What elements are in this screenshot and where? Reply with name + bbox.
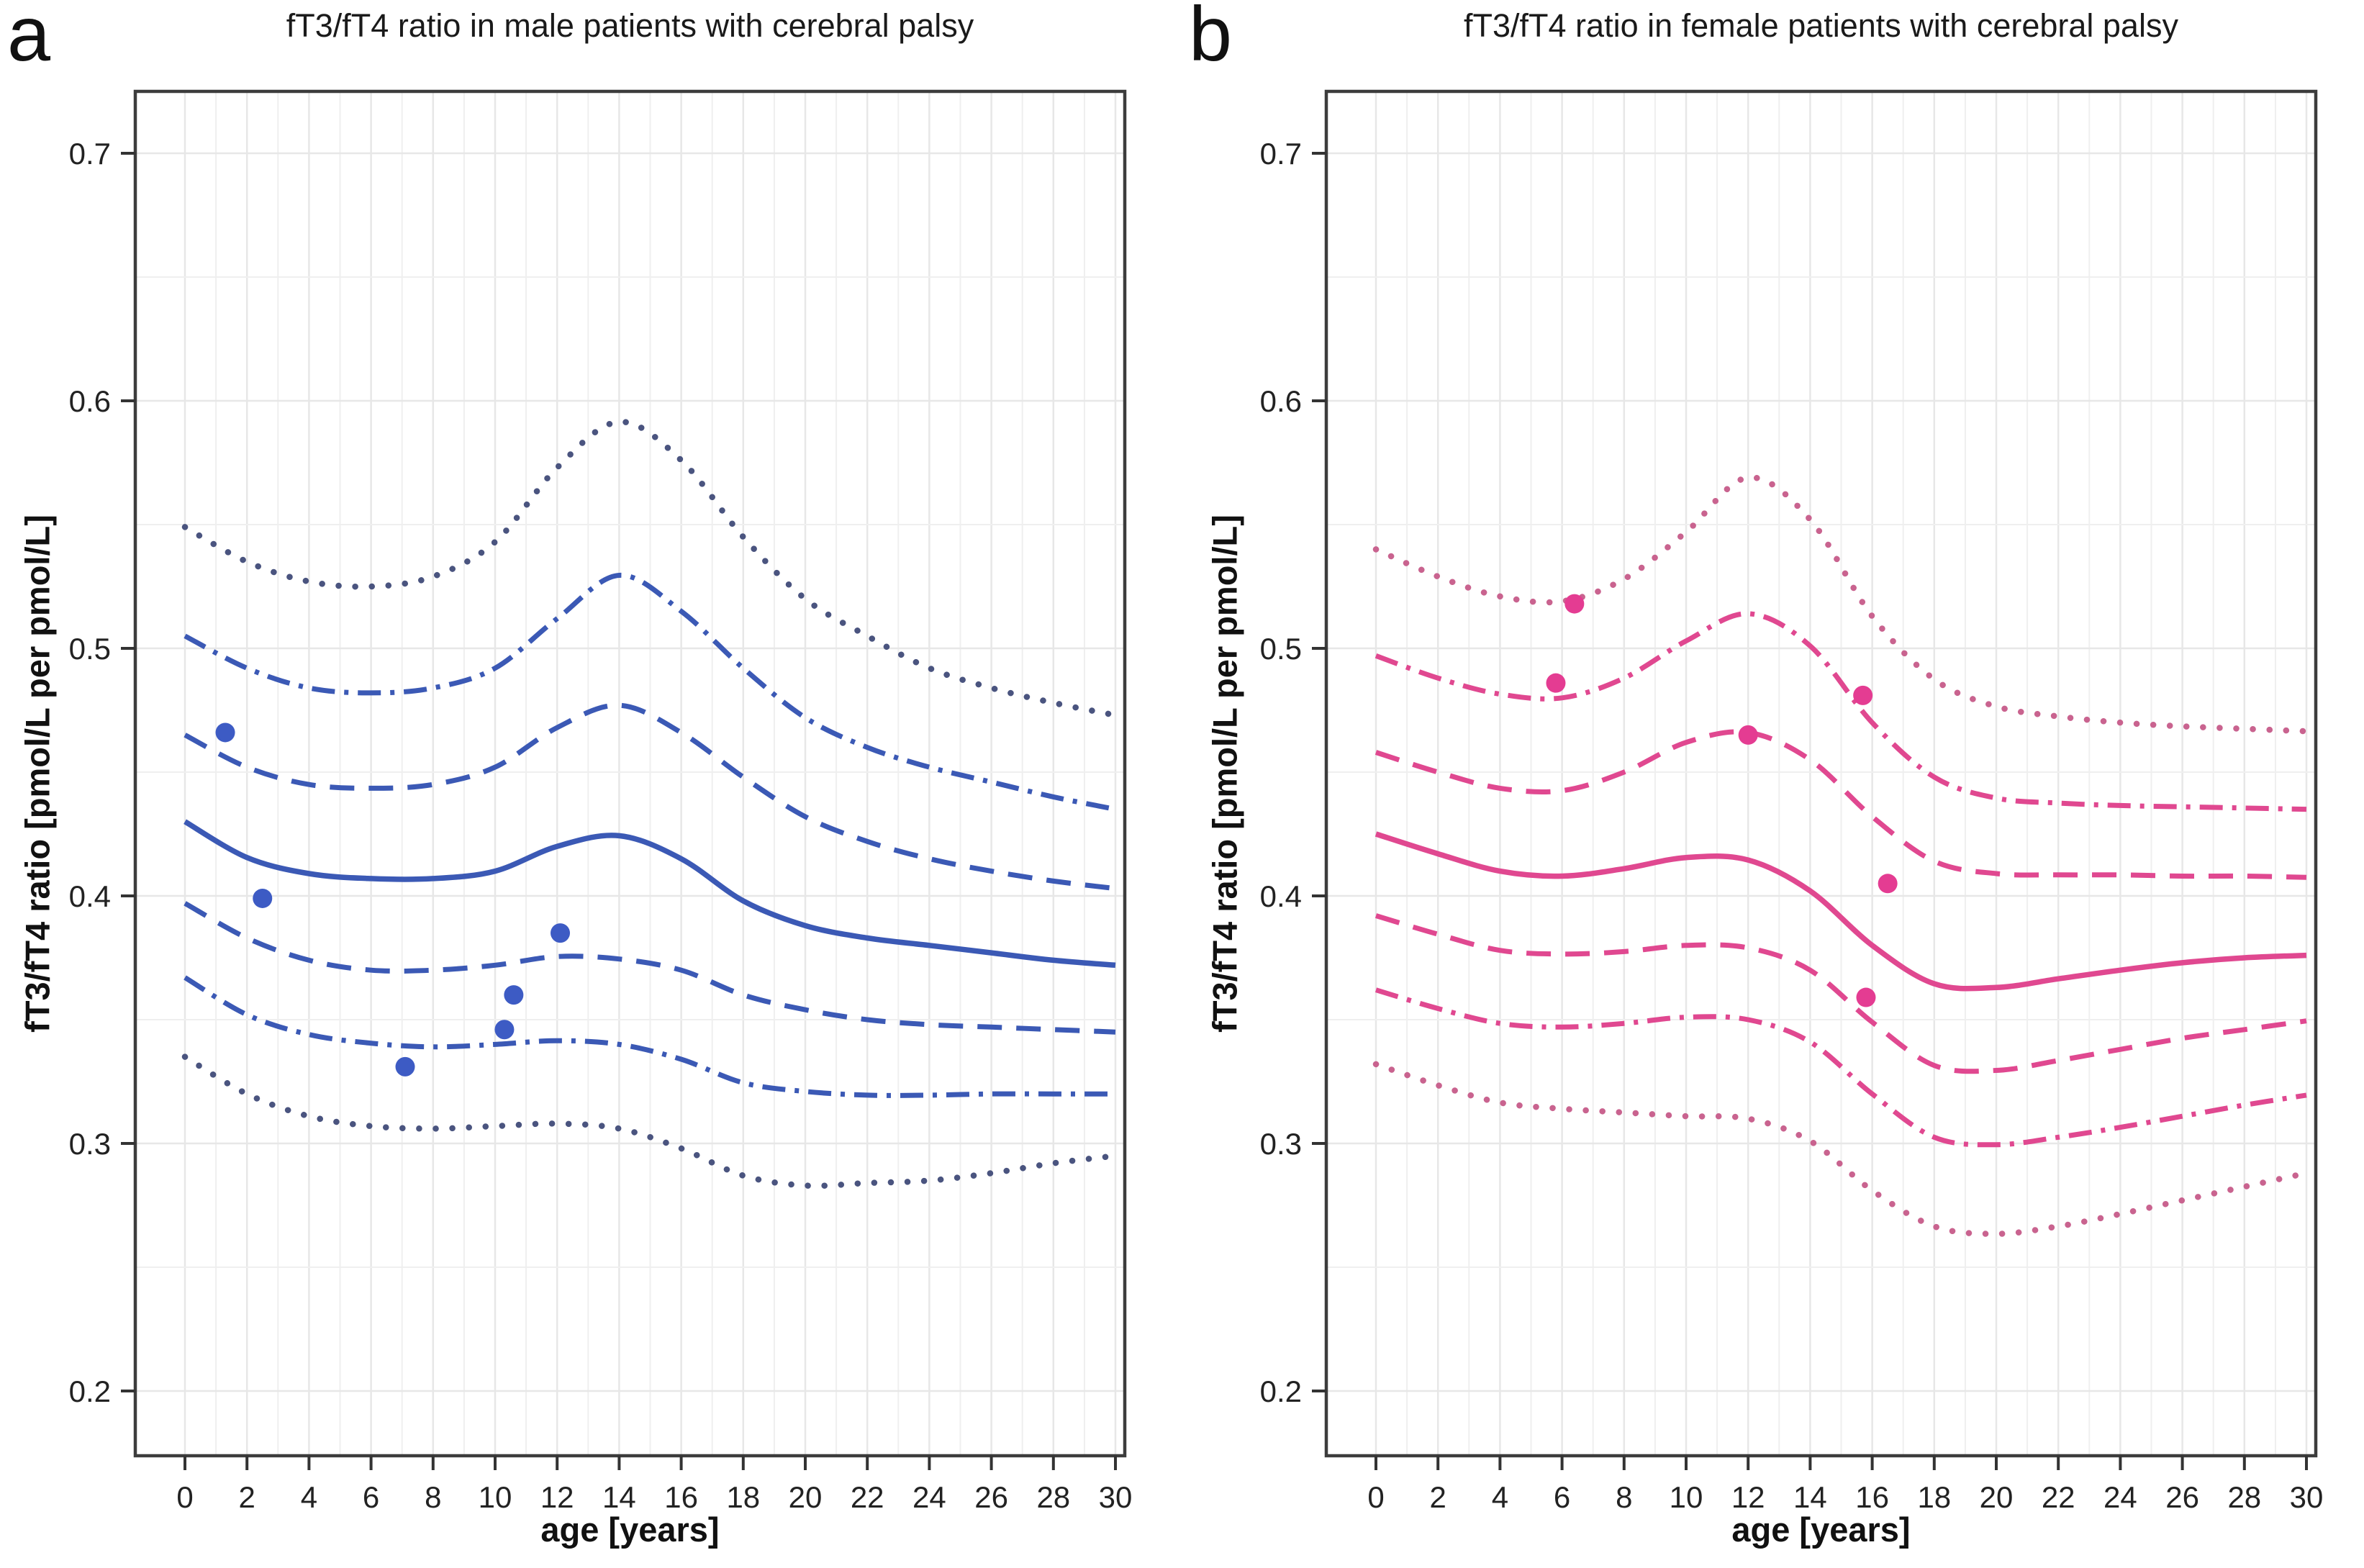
- x-tick-label: 24: [912, 1480, 946, 1514]
- x-tick-label: 20: [1980, 1480, 2014, 1514]
- panel-b: 0 2 4 6 8 10 12 14 16 18 20 22 24 26 28 300.20.30.40.50…: [1260, 89, 2324, 1514]
- data-point: [1878, 874, 1898, 894]
- data-point: [494, 1020, 515, 1040]
- x-tick-label: 8: [1616, 1480, 1632, 1514]
- x-tick-label: 30: [2290, 1480, 2324, 1514]
- curve-lower-dashdot: [1375, 987, 2307, 1148]
- y-tick-label: 0.2: [69, 1374, 111, 1408]
- x-tick-label: 12: [1731, 1480, 1765, 1514]
- data-point: [504, 985, 524, 1005]
- panel-a-x-axis-title: age [years]: [540, 1510, 720, 1549]
- panel-b-x-axis-title: age [years]: [1731, 1510, 1911, 1549]
- y-tick-label: 0.6: [69, 384, 111, 418]
- x-tick-label: 10: [1670, 1480, 1703, 1514]
- x-tick-label: 12: [540, 1480, 574, 1514]
- gridlines: [1326, 91, 2316, 1456]
- x-tick-label: 2: [239, 1480, 255, 1514]
- data-point: [1564, 594, 1585, 614]
- x-tick-label: 16: [664, 1480, 698, 1514]
- curve-upper-dotted: [181, 418, 1119, 719]
- y-tick-label: 0.5: [69, 632, 111, 666]
- gridlines: [135, 91, 1125, 1456]
- x-tick-label: 26: [2165, 1480, 2199, 1514]
- x-tick-label: 2: [1430, 1480, 1446, 1514]
- curve-lower-dashed: [184, 901, 1116, 1035]
- percentile-curves: [181, 418, 1119, 1189]
- x-tick-label: 28: [1036, 1480, 1070, 1514]
- y-tick-label: 0.6: [1260, 384, 1302, 418]
- curve-upper-dotted: [1372, 474, 2310, 735]
- x-tick-label: 6: [1554, 1480, 1570, 1514]
- y-tick-label: 0.4: [1260, 879, 1302, 913]
- curve-median-solid: [1375, 831, 2307, 992]
- curve-lower-dotted: [1372, 1061, 2310, 1237]
- patient-data-points: [1546, 594, 1898, 1007]
- y-tick-label: 0.7: [1260, 137, 1302, 171]
- percentile-curves: [1372, 474, 2310, 1237]
- x-tick-label: 28: [2227, 1480, 2261, 1514]
- panel-a-title: fT3/fT4 ratio in male patients with cere…: [286, 7, 974, 44]
- panel-a-letter: a: [7, 0, 51, 77]
- axes: 0 2 4 6 8 10 12 14 16 18 20 22 24 26 28 300.20.30.40.50…: [1260, 137, 2324, 1514]
- x-tick-label: 22: [851, 1480, 884, 1514]
- y-tick-label: 0.5: [1260, 632, 1302, 666]
- x-tick-label: 8: [425, 1480, 441, 1514]
- panel-a: 0 2 4 6 8 10 12 14 16 18 20 22 24 26 28 300.20.30.40.50…: [69, 89, 1133, 1514]
- x-tick-label: 6: [363, 1480, 379, 1514]
- y-tick-label: 0.2: [1260, 1374, 1302, 1408]
- x-tick-label: 4: [1492, 1480, 1508, 1514]
- data-point: [1853, 685, 1873, 705]
- data-point: [215, 722, 235, 743]
- x-tick-label: 14: [1793, 1480, 1827, 1514]
- panel-a-y-axis-title: fT3/fT4 ratio [pmol/L per pmol/L]: [18, 515, 57, 1033]
- plot-border: [1324, 89, 2318, 1458]
- data-point: [1738, 725, 1758, 745]
- x-tick-label: 0: [176, 1480, 193, 1514]
- x-tick-label: 30: [1099, 1480, 1133, 1514]
- y-tick-label: 0.3: [69, 1127, 111, 1161]
- data-point: [395, 1056, 415, 1077]
- x-tick-label: 0: [1367, 1480, 1384, 1514]
- panel-b-y-axis-title: fT3/fT4 ratio [pmol/L per pmol/L]: [1205, 515, 1244, 1033]
- x-tick-label: 24: [2103, 1480, 2137, 1514]
- curve-lower-dotted: [181, 1053, 1119, 1189]
- curve-upper-dashed: [1375, 729, 2307, 880]
- data-point: [1856, 987, 1876, 1007]
- x-tick-label: 22: [2042, 1480, 2075, 1514]
- x-tick-label: 14: [602, 1480, 636, 1514]
- panel-b-letter: b: [1189, 0, 1233, 77]
- plot-border: [133, 89, 1127, 1458]
- curve-median-solid: [184, 819, 1116, 969]
- curve-upper-dashdot: [184, 572, 1116, 812]
- data-point: [551, 923, 571, 943]
- curve-upper-dashed: [184, 702, 1116, 892]
- curve-upper-dashdot: [1375, 611, 2307, 812]
- curve-lower-dashed: [1375, 913, 2307, 1074]
- x-tick-label: 26: [974, 1480, 1008, 1514]
- panel-b-title: fT3/fT4 ratio in female patients with ce…: [1464, 7, 2178, 44]
- y-tick-label: 0.7: [69, 137, 111, 171]
- x-tick-label: 4: [301, 1480, 317, 1514]
- x-tick-label: 20: [789, 1480, 823, 1514]
- y-tick-label: 0.3: [1260, 1127, 1302, 1161]
- patient-data-points: [215, 722, 571, 1077]
- axes: 0 2 4 6 8 10 12 14 16 18 20 22 24 26 28 300.20.30.40.50…: [69, 137, 1133, 1514]
- x-tick-label: 18: [726, 1480, 760, 1514]
- data-point: [1546, 673, 1566, 693]
- x-tick-label: 10: [479, 1480, 512, 1514]
- curve-lower-dashdot: [184, 975, 1115, 1098]
- data-point: [253, 888, 273, 908]
- y-tick-label: 0.4: [69, 879, 111, 913]
- x-tick-label: 18: [1917, 1480, 1951, 1514]
- x-tick-label: 16: [1855, 1480, 1889, 1514]
